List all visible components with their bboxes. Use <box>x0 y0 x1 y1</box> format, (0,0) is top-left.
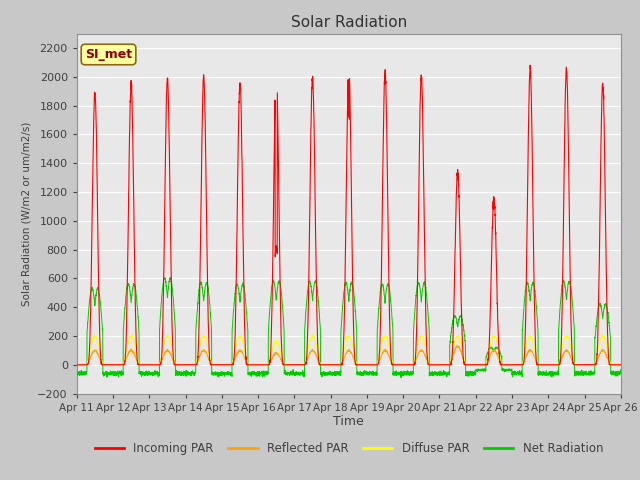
Title: Solar Radiation: Solar Radiation <box>291 15 407 30</box>
X-axis label: Time: Time <box>333 415 364 429</box>
Text: SI_met: SI_met <box>85 48 132 61</box>
Y-axis label: Solar Radiation (W/m2 or um/m2/s): Solar Radiation (W/m2 or um/m2/s) <box>22 121 32 306</box>
Legend: Incoming PAR, Reflected PAR, Diffuse PAR, Net Radiation: Incoming PAR, Reflected PAR, Diffuse PAR… <box>90 437 608 460</box>
